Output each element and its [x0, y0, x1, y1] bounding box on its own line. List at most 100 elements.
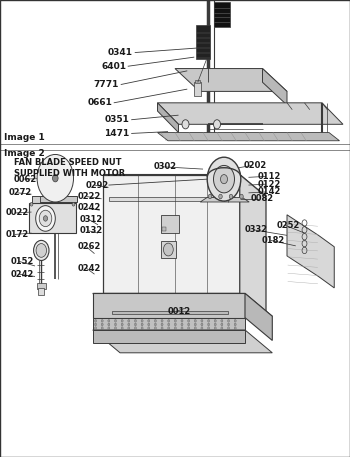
Polygon shape — [108, 197, 234, 201]
Polygon shape — [240, 175, 266, 315]
Circle shape — [168, 327, 170, 329]
Circle shape — [121, 319, 123, 322]
Circle shape — [214, 323, 216, 326]
Circle shape — [201, 323, 203, 326]
Circle shape — [161, 323, 163, 326]
Circle shape — [208, 194, 212, 199]
Circle shape — [148, 327, 150, 329]
Circle shape — [108, 323, 110, 326]
Bar — [161, 241, 176, 258]
Bar — [195, 80, 200, 83]
Circle shape — [201, 327, 203, 329]
Circle shape — [141, 323, 143, 326]
Circle shape — [134, 323, 136, 326]
Circle shape — [114, 327, 117, 329]
Circle shape — [161, 319, 163, 322]
Polygon shape — [200, 197, 249, 202]
Circle shape — [134, 319, 136, 322]
Text: 0012: 0012 — [168, 307, 191, 316]
Polygon shape — [175, 69, 287, 91]
Circle shape — [234, 323, 236, 326]
Circle shape — [188, 319, 190, 322]
Circle shape — [174, 319, 176, 322]
Circle shape — [121, 323, 123, 326]
Circle shape — [121, 327, 123, 329]
Bar — [37, 283, 46, 289]
Circle shape — [214, 319, 216, 322]
Circle shape — [128, 323, 130, 326]
Circle shape — [94, 327, 97, 329]
Circle shape — [134, 327, 136, 329]
Text: 0142: 0142 — [257, 187, 281, 197]
Text: 0341: 0341 — [108, 48, 133, 57]
Circle shape — [194, 327, 196, 329]
Polygon shape — [93, 330, 272, 353]
Circle shape — [188, 323, 190, 326]
Circle shape — [207, 157, 241, 201]
Circle shape — [194, 323, 196, 326]
Circle shape — [154, 323, 156, 326]
Circle shape — [43, 216, 48, 221]
Text: 0062: 0062 — [14, 175, 37, 184]
Circle shape — [148, 323, 150, 326]
Circle shape — [108, 319, 110, 322]
Text: 6401: 6401 — [101, 62, 126, 71]
Polygon shape — [158, 133, 340, 141]
Text: 0272: 0272 — [9, 188, 32, 197]
Circle shape — [228, 327, 230, 329]
Text: 7771: 7771 — [94, 80, 119, 89]
Circle shape — [154, 327, 156, 329]
Circle shape — [30, 202, 33, 206]
Circle shape — [72, 202, 75, 206]
Polygon shape — [93, 330, 245, 343]
Circle shape — [214, 327, 216, 329]
Circle shape — [36, 206, 55, 231]
Circle shape — [181, 323, 183, 326]
Circle shape — [114, 319, 117, 322]
Circle shape — [52, 175, 58, 182]
Circle shape — [128, 319, 130, 322]
Circle shape — [182, 120, 189, 129]
Circle shape — [188, 327, 190, 329]
Text: 0112: 0112 — [257, 172, 281, 181]
Circle shape — [128, 327, 130, 329]
Polygon shape — [262, 69, 287, 105]
Circle shape — [174, 327, 176, 329]
Text: Image 2: Image 2 — [4, 149, 44, 158]
Text: 0262: 0262 — [78, 242, 101, 251]
Bar — [161, 215, 178, 233]
Circle shape — [101, 327, 103, 329]
Circle shape — [201, 319, 203, 322]
Polygon shape — [245, 293, 272, 340]
Circle shape — [240, 194, 243, 199]
Text: 0242: 0242 — [78, 203, 101, 213]
Circle shape — [168, 323, 170, 326]
Polygon shape — [103, 175, 266, 197]
Text: 0082: 0082 — [250, 194, 273, 203]
Polygon shape — [287, 215, 334, 288]
Polygon shape — [93, 293, 245, 318]
Circle shape — [141, 327, 143, 329]
Text: 0292: 0292 — [86, 181, 109, 190]
Circle shape — [163, 243, 173, 256]
Text: 0302: 0302 — [154, 162, 177, 171]
Polygon shape — [32, 196, 40, 208]
Circle shape — [229, 194, 233, 199]
Text: 0222: 0222 — [78, 192, 101, 201]
Circle shape — [228, 323, 230, 326]
Circle shape — [234, 327, 236, 329]
Circle shape — [214, 165, 235, 193]
Text: FAN BLADE SPEED NUT
SUPPLIED WITH MOTOR: FAN BLADE SPEED NUT SUPPLIED WITH MOTOR — [14, 158, 125, 178]
Text: 0661: 0661 — [87, 98, 112, 107]
Circle shape — [39, 210, 52, 227]
Text: 0122: 0122 — [257, 180, 281, 189]
Polygon shape — [112, 311, 228, 314]
Circle shape — [101, 319, 103, 322]
Polygon shape — [158, 103, 178, 133]
Polygon shape — [32, 196, 77, 202]
Circle shape — [148, 319, 150, 322]
Circle shape — [34, 240, 49, 260]
Circle shape — [101, 323, 103, 326]
Circle shape — [168, 319, 170, 322]
Circle shape — [208, 319, 210, 322]
